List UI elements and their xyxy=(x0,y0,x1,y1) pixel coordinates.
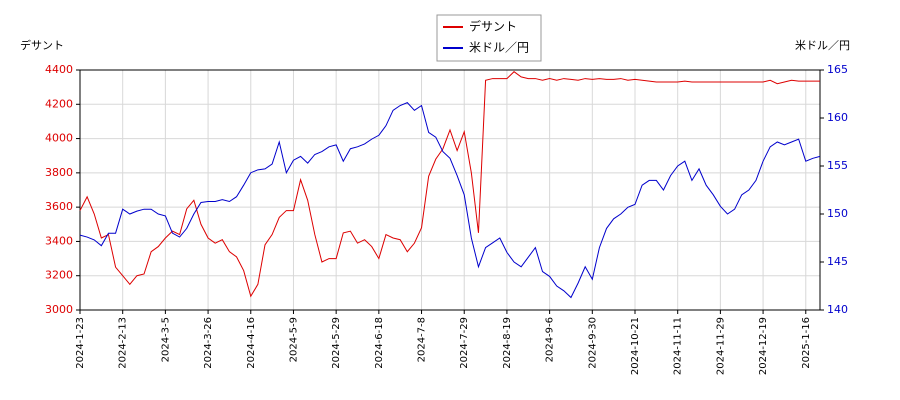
y-axis-title: デサント xyxy=(20,38,64,52)
legend-label: 米ドル／円 xyxy=(469,41,529,55)
x-tick-label: 2024-11-29 xyxy=(715,317,726,375)
y-tick-label: 3200 xyxy=(45,269,73,282)
y2-tick-label: 150 xyxy=(827,207,848,220)
y2-tick-label: 155 xyxy=(827,159,848,172)
x-tick-label: 2024-11-11 xyxy=(673,317,684,375)
x-tick-label: 2024-7-8 xyxy=(417,317,428,362)
x-tick-label: 2024-2-13 xyxy=(118,317,129,369)
x-tick-label: 2024-5-29 xyxy=(331,317,342,369)
y-tick-label: 3000 xyxy=(45,303,73,316)
y-tick-label: 3800 xyxy=(45,166,73,179)
x-tick-label: 2024-8-19 xyxy=(502,317,513,369)
x-tick-label: 2024-7-29 xyxy=(459,317,470,369)
x-tick-label: 2024-10-21 xyxy=(630,317,641,375)
y2-tick-label: 145 xyxy=(827,255,848,268)
x-tick-label: 2024-3-26 xyxy=(203,317,214,369)
y2-tick-label: 140 xyxy=(827,303,848,316)
y2-tick-label: 160 xyxy=(827,111,848,124)
y-tick-label: 4000 xyxy=(45,132,73,145)
legend-box xyxy=(436,14,542,62)
plot-frame xyxy=(79,69,821,311)
series-line xyxy=(79,71,820,298)
x-tick-label: 2024-1-23 xyxy=(75,317,86,369)
x-tick-label: 2024-3-5 xyxy=(160,317,171,362)
x-tick-label: 2024-4-16 xyxy=(246,317,257,369)
y-tick-label: 3600 xyxy=(45,200,73,213)
x-tick-label: 2024-9-30 xyxy=(587,317,598,369)
x-tick-label: 2024-12-19 xyxy=(758,317,769,375)
series-line xyxy=(79,102,821,299)
legend-label: デサント xyxy=(469,19,517,34)
x-tick-label: 2024-9-6 xyxy=(545,317,556,362)
y-tick-label: 3400 xyxy=(45,234,73,247)
y2-tick-label: 165 xyxy=(827,63,848,76)
y-tick-label: 4400 xyxy=(45,63,73,76)
x-tick-label: 2025-1-16 xyxy=(801,317,812,369)
y2-axis-title: 米ドル／円 xyxy=(795,39,850,52)
y-tick-label: 4200 xyxy=(45,97,73,110)
x-tick-label: 2024-5-9 xyxy=(288,317,299,362)
x-tick-label: 2024-6-18 xyxy=(374,317,385,369)
